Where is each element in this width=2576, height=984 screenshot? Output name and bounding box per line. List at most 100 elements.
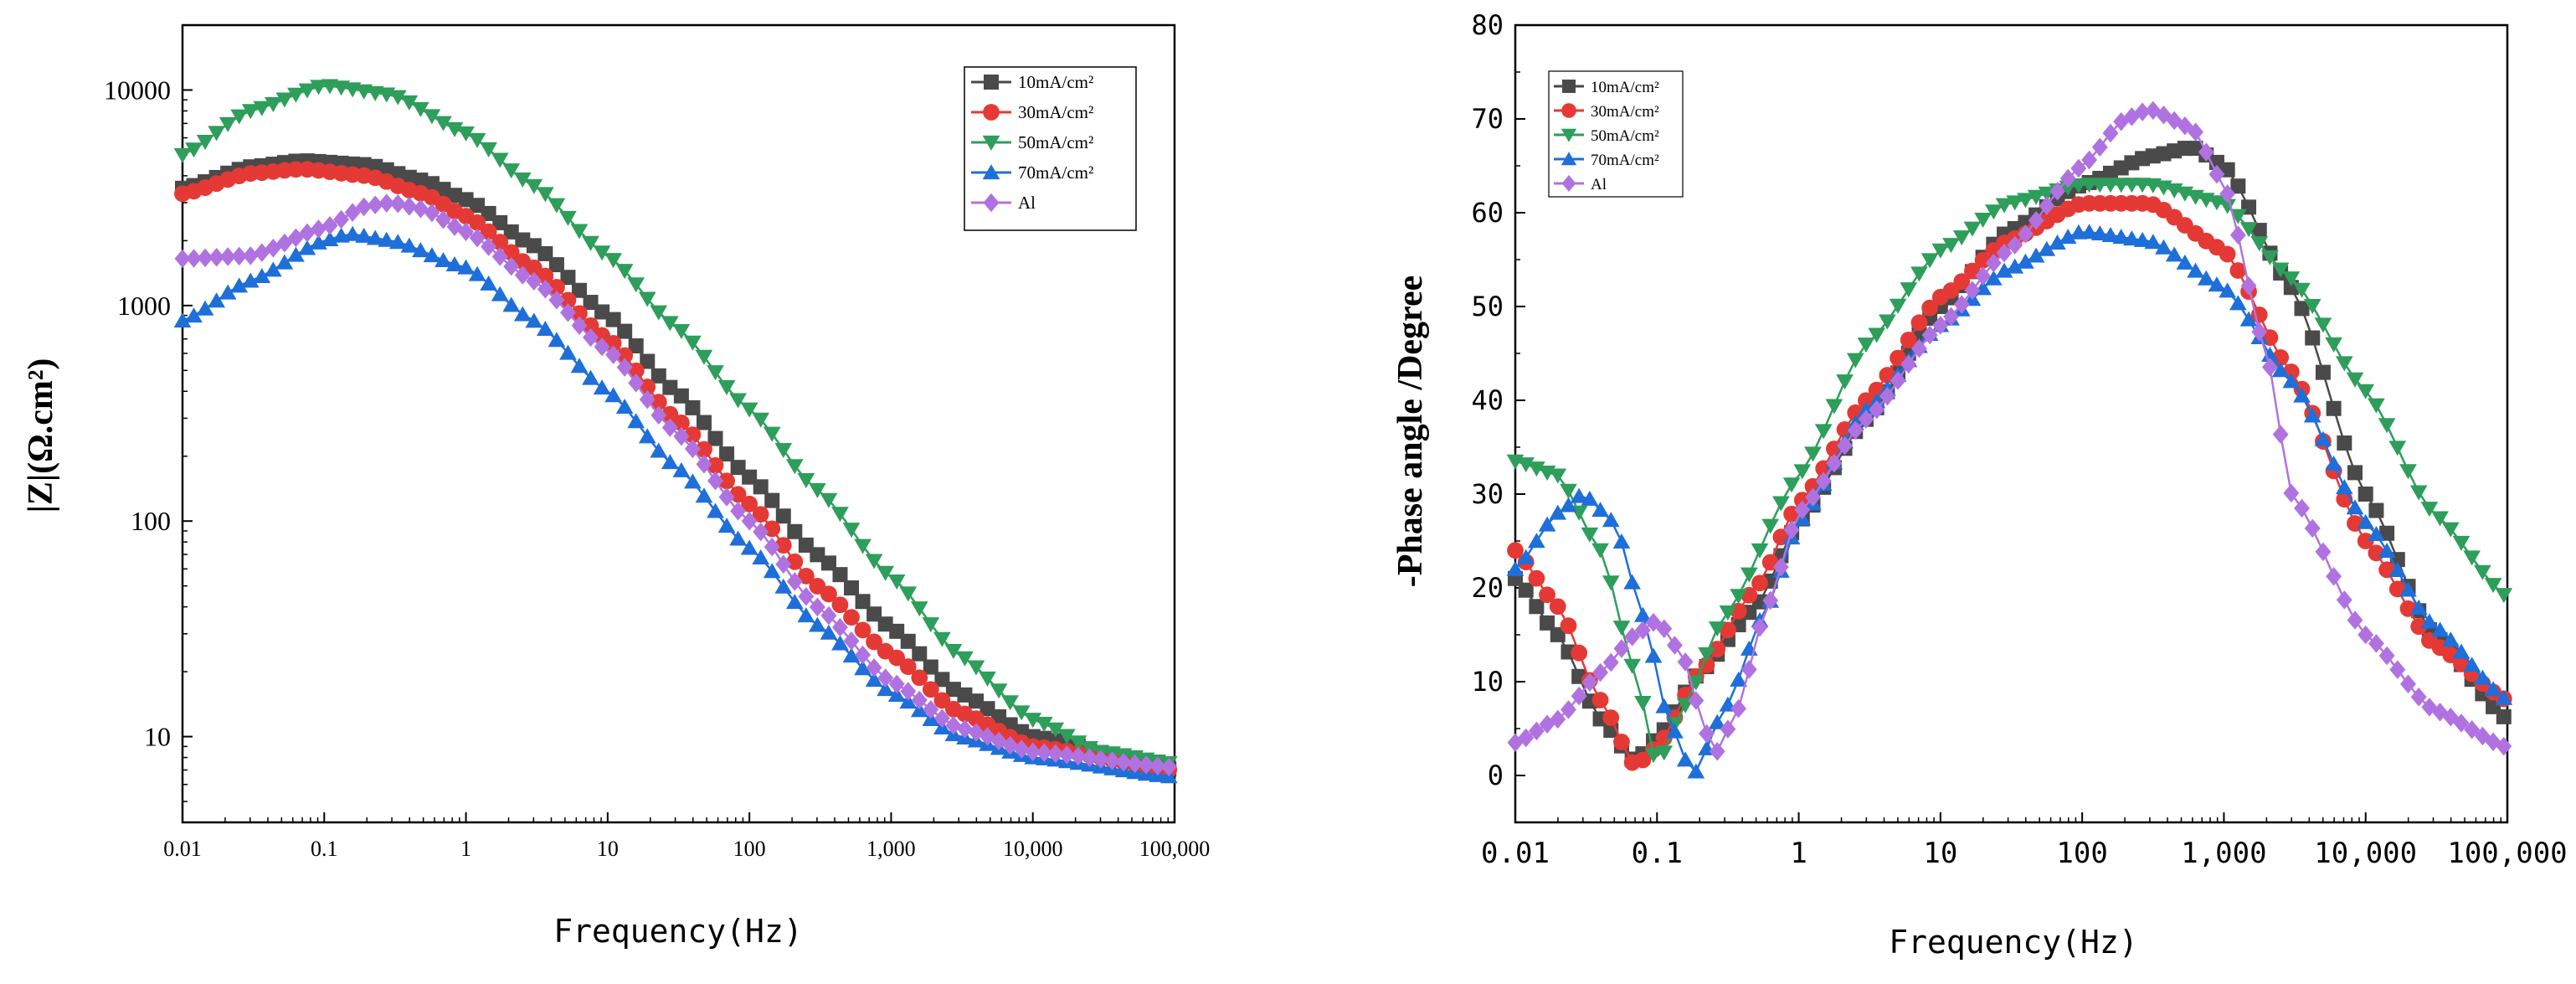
phase-data-point [2293,282,2311,298]
phase-data-point [1826,453,1843,473]
phase-data-point [1602,512,1620,528]
phase-data-point [2410,688,2427,707]
phase-data-point [2229,209,2247,224]
phase-data-point [2400,674,2416,694]
impedance-data-point [912,646,928,662]
phase-data-point [1644,647,1663,663]
impedance-data-point [832,567,848,583]
impedance-data-point [672,323,691,339]
impedance-data-point [696,415,712,430]
phase-data-point [1996,243,2013,263]
impedance-data-point [842,647,861,663]
phase-data-point [2261,250,2279,265]
phase-series-line [1514,202,2505,764]
phase-data-point [1837,435,1854,456]
impedance-data-point [560,270,576,286]
phase-data-point [2420,502,2439,518]
impedance-data-point [740,539,758,555]
impedance-data-point [445,121,464,137]
impedance-data-point [627,413,645,429]
phase-data-point [2389,660,2406,679]
impedance-data-point [593,379,611,395]
impedance-data-point [185,307,203,323]
phase-data-point [2229,225,2246,245]
impedance-data-point [1047,744,1064,764]
phase-series [1506,100,2513,779]
impedance-data-point [616,347,634,364]
impedance-data-point [1012,705,1031,721]
phase-data-point [2463,550,2481,566]
impedance-data-point [661,405,679,423]
impedance-data-point [412,101,429,117]
impedance-data-point [730,501,747,521]
impedance-data-point [401,197,418,216]
phase-data-point [1910,314,1928,332]
phase-data-point [2027,189,2045,205]
phase-x-axis-label: Frequency(Hz) [1889,924,2137,961]
phase-data-point [2294,301,2310,317]
phase-data-point [2250,236,2269,252]
impedance-data-point [1001,695,1019,711]
phase-data-point [1943,307,1960,327]
impedance-data-point [877,565,895,581]
impedance-data-point [661,418,678,437]
phase-data-point [2368,634,2384,653]
phase-data-point [2006,195,2024,211]
impedance-data-point [537,187,554,203]
phase-data-point [1869,399,1885,420]
impedance-data-point [548,279,565,296]
phase-data-point [2441,631,2460,647]
impedance-x-tick-label: 100,000 [1139,837,1211,861]
impedance-data-point [343,225,362,241]
impedance-data-point [468,265,486,281]
impedance-x-tick-label: 10 [597,837,619,861]
phase-data-point [1570,487,1588,503]
impedance-data-point [900,682,917,701]
impedance-series-line [182,233,1170,778]
impedance-data-point [638,291,656,307]
impedance-data-point [514,265,531,285]
phase-data-point [2378,646,2395,666]
phase-data-point [2347,610,2363,630]
phase-data-point [2038,240,2056,256]
phase-data-point [1549,598,1566,616]
impedance-data-point [491,286,509,301]
phase-data-point [1889,298,1907,314]
phase-data-point [2452,535,2471,551]
phase-data-point [1612,533,1631,549]
impedance-data-point [673,388,689,404]
impedance-data-point [389,193,406,214]
impedance-data-point [911,690,928,710]
phase-data-point [1836,374,1854,390]
phase-data-point [2282,373,2301,389]
phase-data-point [2432,703,2449,722]
impedance-data-point [502,296,521,312]
impedance-data-point [763,563,781,579]
impedance-data-point [774,537,792,554]
phase-data-point [2357,487,2373,502]
impedance-data-point [513,173,532,188]
impedance-data-point [684,439,701,459]
impedance-data-point [617,323,633,339]
impedance-data-point [877,681,895,697]
phase-legend: 10mA/cm² 30mA/cm² 50mA/cm² 70mA/cm² Al [1548,70,1684,198]
phase-data-point [2187,262,2204,278]
impedance-data-point [707,365,724,381]
phase-data-point [1995,262,2013,278]
phase-data-point [1602,575,1620,591]
phase-legend-marker [1561,152,1577,166]
impedance-data-point [241,104,260,120]
impedance-data-point [877,616,893,632]
phase-data-point [2091,137,2108,157]
phase-data-point [2431,621,2449,637]
impedance-data-point [1127,754,1144,774]
phase-data-point [2188,122,2204,142]
impedance-data-point [696,440,712,458]
phase-x-tick-label: 10 [1923,837,1957,870]
impedance-data-point [673,426,690,446]
phase-data-point [1550,626,1566,642]
phase-y-axis-label: -Phase angle /Degree [1391,276,1430,587]
impedance-data-point [843,631,860,651]
impedance-data-point [640,353,656,369]
impedance-data-point [593,245,611,261]
